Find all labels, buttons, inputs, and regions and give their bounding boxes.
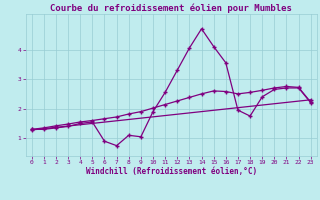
X-axis label: Windchill (Refroidissement éolien,°C): Windchill (Refroidissement éolien,°C)	[86, 167, 257, 176]
Title: Courbe du refroidissement éolien pour Mumbles: Courbe du refroidissement éolien pour Mu…	[50, 4, 292, 13]
